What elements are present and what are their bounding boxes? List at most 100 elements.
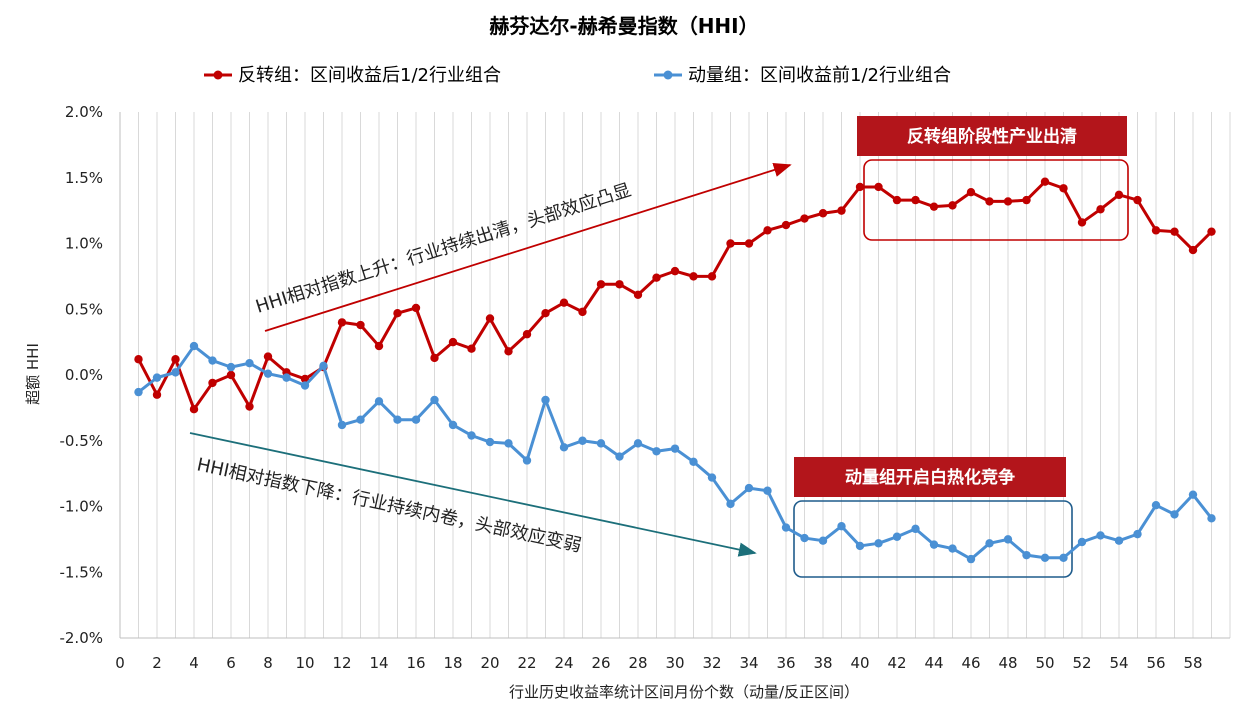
chart-title: 赫芬达尔-赫希曼指数（HHI）: [489, 14, 758, 38]
data-point-1: [781, 523, 791, 532]
red-highlight-box: [863, 159, 1129, 241]
y-tick-label: 0.0%: [65, 366, 103, 384]
data-point-1: [874, 539, 883, 548]
data-point-0: [726, 239, 735, 248]
y-tick-label: -2.0%: [59, 629, 103, 647]
data-point-0: [541, 308, 550, 318]
data-point-1: [245, 358, 254, 368]
x-tick-label: 42: [887, 654, 906, 672]
legend-marker-reversal: [213, 70, 223, 80]
data-point-0: [485, 314, 495, 323]
x-tick-label: 56: [1146, 654, 1165, 672]
x-tick-label: 52: [1072, 654, 1091, 672]
x-tick-label: 54: [1109, 654, 1128, 672]
data-point-1: [1003, 535, 1013, 544]
data-point-0: [356, 320, 365, 330]
data-point-0: [1188, 245, 1198, 255]
data-point-1: [337, 420, 347, 430]
x-tick-label: 46: [961, 654, 980, 672]
data-point-1: [837, 522, 846, 531]
x-tick-label: 12: [332, 654, 351, 672]
data-point-0: [374, 341, 384, 351]
data-point-0: [818, 209, 828, 218]
data-point-0: [263, 352, 273, 361]
x-tick-label: 4: [189, 654, 199, 672]
legend-label-reversal: 反转组：区间收益后1/2行业组合: [238, 65, 501, 86]
down-trend-annotation: HHI相对指数下降：行业持续内卷，头部效应变弱: [195, 454, 583, 556]
data-point-0: [744, 239, 754, 248]
data-point-1: [189, 341, 199, 351]
data-point-1: [911, 524, 920, 534]
data-point-1: [948, 544, 957, 553]
data-point-1: [1096, 531, 1105, 540]
data-point-1: [134, 387, 143, 397]
x-tick-label: 44: [924, 654, 943, 672]
data-point-1: [448, 420, 458, 430]
data-point-1: [652, 447, 661, 456]
data-point-1: [892, 532, 902, 541]
data-point-0: [670, 266, 680, 276]
x-tick-label: 2: [152, 654, 162, 672]
data-point-1: [485, 437, 495, 447]
data-point-0: [929, 202, 939, 211]
data-point-1: [1151, 500, 1161, 510]
x-tick-label: 0: [115, 654, 125, 672]
data-point-1: [689, 457, 698, 466]
x-tick-label: 14: [369, 654, 388, 672]
data-point-0: [1059, 184, 1068, 193]
data-point-0: [707, 272, 717, 281]
x-tick-label: 10: [295, 654, 314, 672]
data-point-0: [763, 226, 772, 235]
data-point-1: [263, 369, 273, 378]
data-point-1: [282, 373, 291, 382]
data-point-1: [1114, 536, 1124, 545]
data-point-0: [522, 330, 532, 339]
data-point-0: [837, 206, 846, 215]
data-point-0: [1114, 190, 1124, 200]
data-point-1: [985, 539, 994, 548]
data-point-1: [411, 415, 421, 424]
data-point-0: [134, 355, 143, 364]
up-trend-annotation: HHI相对指数上升：行业持续出清，头部效应凸显: [253, 180, 634, 318]
data-point-0: [467, 344, 476, 353]
y-tick-label: 1.0%: [65, 235, 103, 253]
x-axis-ticks: 0 2 4 6 8 10 12 14 16 18 20 22 24 26 28 30 32 34 36 38 40 42 4…: [115, 654, 1202, 672]
data-point-1: [1040, 553, 1050, 562]
x-tick-label: 38: [813, 654, 832, 672]
data-point-1: [356, 415, 365, 424]
data-point-1: [744, 483, 754, 493]
data-point-1: [374, 397, 384, 406]
x-tick-label: 6: [226, 654, 236, 672]
x-tick-label: 34: [739, 654, 758, 672]
x-tick-label: 48: [998, 654, 1017, 672]
data-point-1: [152, 373, 162, 382]
y-tick-label: -0.5%: [59, 432, 103, 450]
data-point-0: [1003, 197, 1013, 206]
x-tick-label: 32: [702, 654, 721, 672]
data-point-0: [781, 220, 791, 230]
data-point-1: [1133, 529, 1142, 539]
data-point-1: [800, 533, 809, 543]
blue-box-label: 动量组开启白热化竞争: [845, 467, 1015, 488]
data-point-1: [300, 381, 310, 390]
y-tick-label: -1.0%: [59, 498, 103, 516]
data-point-0: [559, 298, 569, 307]
data-point-0: [189, 404, 199, 414]
data-point-1: [596, 439, 606, 448]
x-tick-label: 22: [517, 654, 536, 672]
data-point-0: [504, 347, 513, 356]
data-point-0: [892, 195, 902, 205]
y-axis-label: 超额 HHI: [24, 343, 42, 405]
data-point-0: [171, 355, 180, 364]
data-point-0: [689, 272, 698, 281]
x-tick-label: 28: [628, 654, 647, 672]
data-point-0: [1096, 205, 1105, 214]
y-tick-label: 2.0%: [65, 103, 103, 121]
data-point-1: [559, 443, 569, 452]
data-point-0: [430, 353, 439, 363]
data-point-0: [615, 280, 624, 289]
data-point-0: [1133, 195, 1142, 205]
legend: 反转组：区间收益后1/2行业组合 动量组：区间收益前1/2行业组合: [204, 65, 951, 86]
legend-item-momentum: 动量组：区间收益前1/2行业组合: [654, 65, 951, 86]
data-point-0: [1207, 227, 1216, 236]
